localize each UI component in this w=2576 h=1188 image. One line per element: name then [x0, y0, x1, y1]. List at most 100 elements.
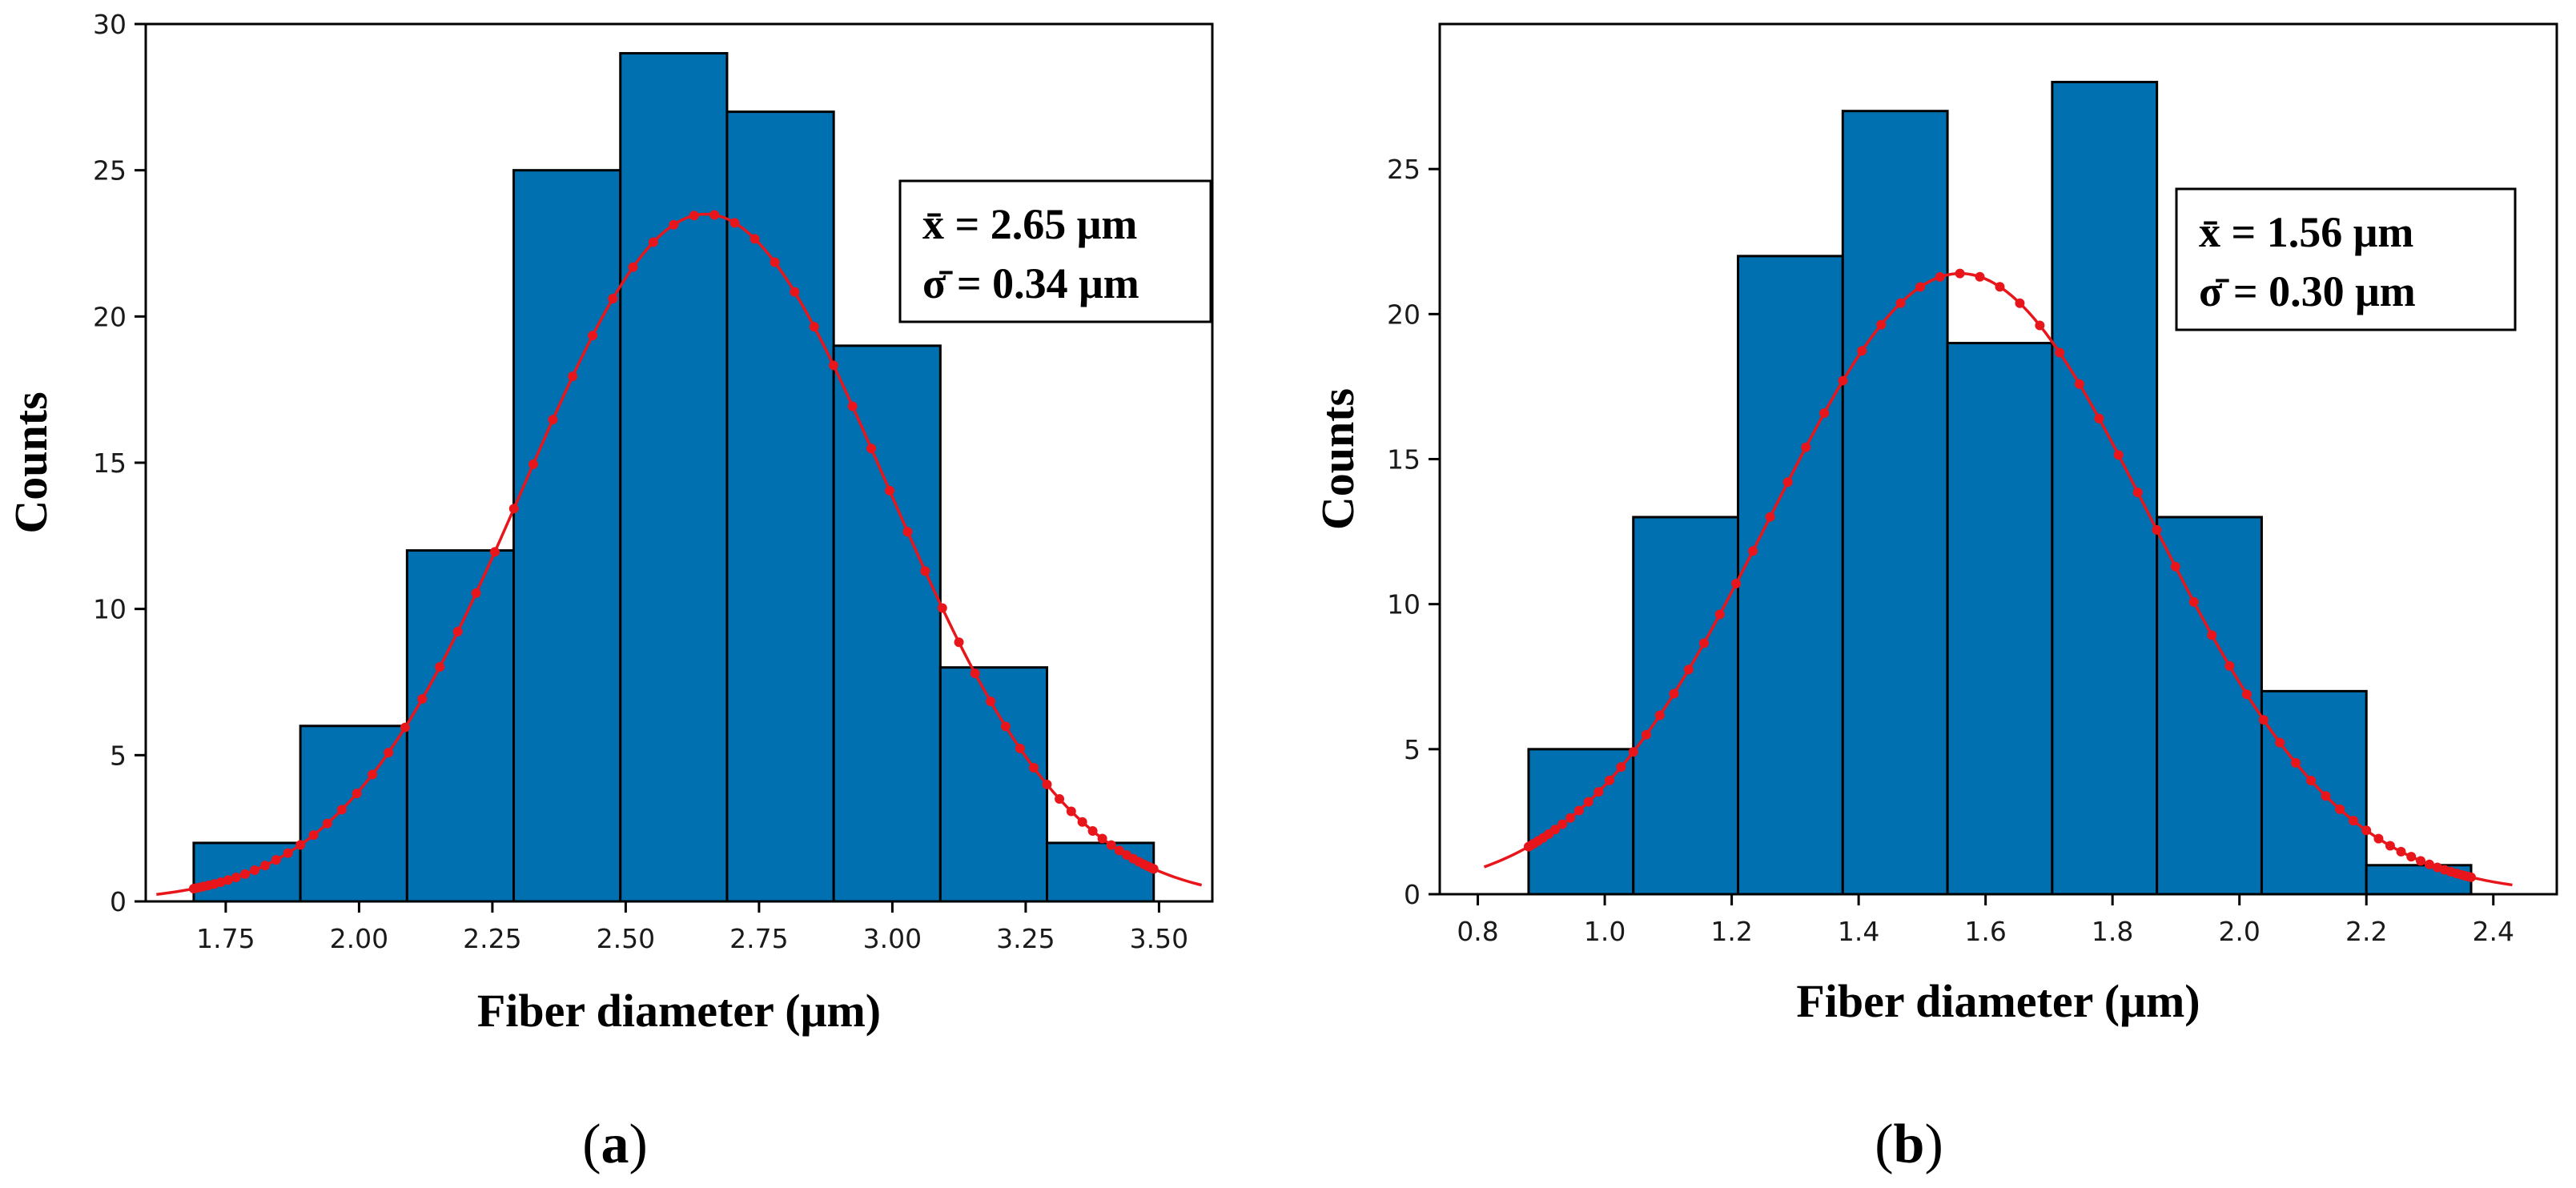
- fit-point-a-54: [1000, 721, 1011, 732]
- x-tick-label-b-4: 1.4: [1838, 916, 1879, 947]
- fit-point-b-54: [2321, 791, 2331, 801]
- ticks-a: 1.75 2.00 2.25 2.50 2.75 3.00 3.25 3.50 0 5 10 15 20…: [93, 9, 1188, 954]
- stats-box-a: x̄ = 2.65 μm σ̄ = 0.34 μm: [898, 179, 1212, 323]
- fit-point-a-25: [452, 626, 463, 636]
- x-tick-label-a-4: 2.50: [597, 923, 655, 954]
- bars-a: [192, 52, 1155, 903]
- fit-point-a-23: [417, 694, 428, 704]
- y-tick-label-a-5: 20: [93, 301, 127, 332]
- fit-point-a-8: [223, 875, 233, 885]
- fit-point-b-26: [1801, 442, 1811, 452]
- fit-point-b-39: [2055, 347, 2065, 358]
- y-tick-label-b-4: 15: [1387, 444, 1421, 476]
- fit-point-a-24: [435, 662, 445, 672]
- x-tick-label-a-2: 2.00: [330, 923, 388, 954]
- fit-point-b-35: [1975, 271, 1985, 282]
- fit-point-b-56: [2349, 816, 2359, 826]
- fit-point-b-18: [1669, 688, 1679, 699]
- fit-point-a-11: [250, 865, 260, 876]
- fit-point-a-18: [336, 805, 347, 815]
- fit-point-b-45: [2170, 561, 2180, 572]
- fit-point-b-52: [2290, 757, 2301, 768]
- panel-label-b: (b): [1875, 1114, 1943, 1175]
- x-axis-title-a: Fiber diameter (μm): [477, 985, 881, 1037]
- fit-point-b-51: [2275, 737, 2285, 748]
- fit-point-b-17: [1654, 710, 1665, 720]
- fit-point-a-43: [809, 322, 819, 332]
- x-tick-label-a-3: 2.25: [463, 923, 521, 954]
- fit-point-a-16: [308, 830, 319, 841]
- panel-label-a: (a): [582, 1114, 648, 1175]
- fit-point-a-15: [295, 840, 306, 850]
- fit-point-a-38: [709, 210, 720, 220]
- histogram-bar-b-3: [1737, 255, 1844, 896]
- y-tick-label-a-6: 25: [93, 155, 127, 187]
- fit-point-a-17: [322, 818, 332, 829]
- x-tick-label-b-2: 1.0: [1584, 916, 1626, 947]
- x-tick-label-b-9: 2.4: [2472, 916, 2514, 947]
- fit-point-a-12: [260, 861, 271, 871]
- fit-point-a-71: [1148, 864, 1159, 874]
- fit-point-a-22: [400, 722, 410, 732]
- x-tick-label-a-1: 1.75: [196, 923, 255, 954]
- fit-point-a-36: [669, 219, 679, 230]
- fit-point-a-48: [902, 527, 913, 537]
- fit-point-a-41: [770, 257, 780, 267]
- fit-point-b-48: [2224, 660, 2235, 671]
- x-tick-label-a-5: 2.75: [729, 923, 788, 954]
- fit-point-a-45: [847, 401, 858, 411]
- fit-point-a-49: [920, 566, 930, 576]
- fit-point-b-13: [1605, 775, 1615, 785]
- fit-point-a-62: [1097, 833, 1107, 844]
- fit-point-b-22: [1731, 578, 1742, 588]
- histogram-panel-b: 0.8 1.0 1.2 1.4 1.6 1.8 2.0 2.2 2.4 0 5 10 15 20 25 x̄…: [1312, 22, 2558, 1175]
- fit-point-b-29: [1857, 346, 1867, 356]
- y-tick-label-b-3: 10: [1387, 589, 1421, 620]
- fit-point-b-58: [2373, 833, 2384, 844]
- y-axis-title-a: Counts: [5, 391, 57, 533]
- histogram-bar-a-3: [405, 549, 516, 903]
- fit-point-a-61: [1087, 825, 1098, 836]
- fit-point-b-42: [2113, 450, 2124, 460]
- fit-point-b-24: [1765, 512, 1775, 522]
- fit-point-b-8: [1557, 819, 1568, 829]
- fit-point-b-20: [1699, 638, 1709, 648]
- y-tick-label-a-4: 15: [93, 448, 127, 479]
- fit-point-a-10: [240, 869, 251, 879]
- mean-stat-a: x̄ = 2.65 μm: [922, 200, 1137, 248]
- fit-point-a-55: [1015, 743, 1025, 753]
- stats-box-b: x̄ = 1.56 μm σ̄ = 0.30 μm: [2175, 187, 2517, 331]
- fit-point-a-32: [588, 331, 598, 341]
- fit-point-b-19: [1683, 664, 1694, 675]
- x-tick-label-b-5: 1.6: [1964, 916, 2006, 947]
- fit-point-a-58: [1055, 793, 1065, 804]
- fit-point-a-30: [548, 415, 558, 425]
- fit-point-b-14: [1616, 762, 1626, 773]
- y-tick-label-a-1: 0: [110, 886, 127, 917]
- fit-point-a-46: [866, 443, 877, 454]
- fit-point-b-33: [1935, 271, 1945, 282]
- fit-point-b-23: [1748, 546, 1758, 556]
- fit-point-a-21: [384, 748, 394, 758]
- fit-point-b-16: [1641, 729, 1651, 740]
- fit-point-a-64: [1114, 845, 1124, 856]
- y-tick-label-a-3: 10: [93, 594, 127, 625]
- fit-point-a-13: [271, 855, 281, 865]
- fit-point-b-50: [2258, 715, 2269, 725]
- fit-point-b-71: [2465, 872, 2476, 882]
- histogram-bar-a-4: [512, 169, 622, 903]
- fit-point-a-27: [489, 547, 500, 557]
- mean-stat-b: x̄ = 1.56 μm: [2199, 208, 2413, 256]
- fit-point-a-42: [790, 287, 800, 297]
- fit-point-a-52: [970, 668, 980, 679]
- fit-point-a-31: [568, 371, 578, 382]
- fit-point-a-57: [1042, 779, 1052, 789]
- fit-point-a-56: [1029, 762, 1039, 773]
- fit-point-b-47: [2207, 630, 2217, 640]
- fit-point-b-28: [1838, 375, 1848, 386]
- x-tick-label-b-3: 1.2: [1710, 916, 1752, 947]
- fit-point-b-46: [2188, 596, 2199, 607]
- fit-point-a-33: [608, 294, 618, 304]
- normal-fit-curve-a: [156, 210, 1203, 897]
